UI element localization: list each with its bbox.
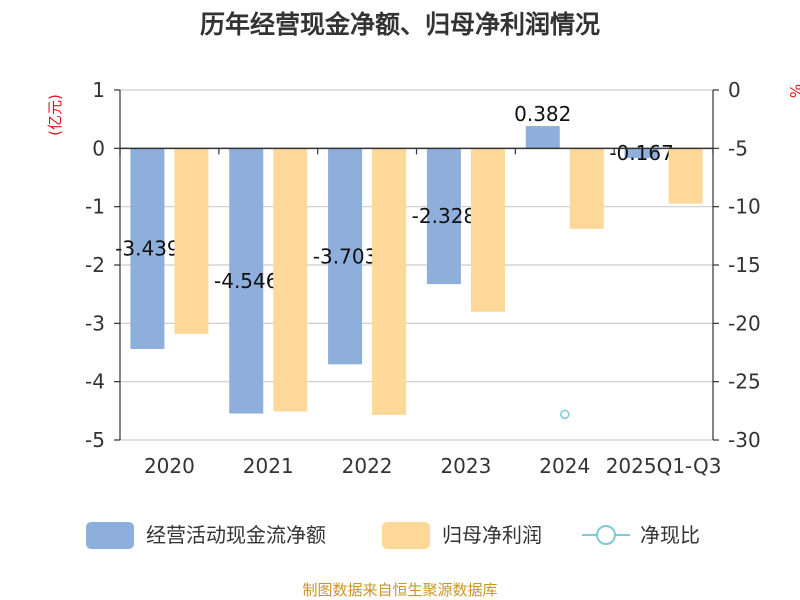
bar-net-profit	[372, 148, 407, 415]
legend-swatch-cash-flow	[86, 522, 134, 549]
y-left-tick-label: -4	[85, 370, 105, 394]
bar-cash-flow	[229, 148, 264, 414]
bar-cash-flow	[426, 148, 461, 285]
x-category-label: 2023	[440, 454, 491, 478]
bar-cash-flow	[624, 148, 659, 159]
y-right-unit-label: %	[786, 84, 800, 98]
x-category-label: 2020	[144, 454, 195, 478]
data-label-cash-flow: -3.703	[313, 244, 377, 268]
axes	[114, 89, 719, 441]
legend-marker-cash-ratio	[596, 525, 616, 545]
y-right-tick-label: -5	[728, 136, 748, 160]
data-label-cash-flow: -2.328	[412, 204, 476, 228]
bar-net-profit	[569, 148, 604, 229]
data-label-cash-flow: -4.546	[214, 269, 278, 293]
y-right-tick-label: -15	[728, 253, 761, 277]
source-footer: 制图数据来自恒生聚源数据库	[302, 581, 497, 599]
y-left-tick-label: -1	[85, 195, 105, 219]
y-left-tick-label: 0	[92, 136, 105, 160]
bar-cash-flow	[328, 148, 363, 365]
y-left-tick-label: -3	[85, 311, 105, 335]
bars: -3.439 -4.546 -3.703 -2.328 0.382 -0.167	[115, 102, 703, 420]
legend-label-cash-ratio: 净现比	[640, 523, 700, 547]
y-left-tick-label: -2	[85, 253, 105, 277]
y-left-tick-label: 1	[92, 78, 105, 102]
bar-net-profit	[174, 148, 209, 334]
y-right-tick-label: -20	[728, 311, 761, 335]
y-left-tick-label: -5	[85, 428, 105, 452]
chart-title: 历年经营现金净额、归母净利润情况	[200, 10, 600, 39]
bar-cash-flow	[130, 148, 165, 349]
y-right-tick-label: 0	[728, 78, 741, 102]
y-right-tick-label: -10	[728, 195, 761, 219]
y-right-tick-label: -30	[728, 428, 761, 452]
legend[interactable]: 经营活动现金流净额 归母净利润 净现比	[86, 522, 700, 549]
x-category-label: 2021	[243, 454, 294, 478]
legend-label-net-profit: 归母净利润	[442, 523, 542, 547]
legend-swatch-net-profit	[382, 522, 430, 549]
y-left-unit-label: (亿元)	[46, 94, 64, 136]
bar-net-profit	[668, 148, 703, 204]
x-category-label: 2025Q1-Q3	[606, 454, 722, 478]
bar-net-profit	[273, 148, 308, 412]
data-label-cash-flow: -3.439	[115, 237, 179, 261]
bar-net-profit	[470, 148, 505, 312]
y-right-tick-label: -25	[728, 370, 761, 394]
x-category-label: 2022	[342, 454, 393, 478]
tick-labels: 1 0 -1 -2 -3 -4 -5 0 -5 -10 -15 -20 -25 -30 2020 2021 20…	[85, 78, 761, 478]
bar-cash-flow	[525, 126, 560, 149]
x-category-label: 2024	[539, 454, 590, 478]
data-label-cash-flow: -0.167	[609, 141, 673, 165]
legend-label-cash-flow: 经营活动现金流净额	[146, 523, 326, 547]
point-cash-ratio	[560, 409, 570, 420]
data-label-cash-flow: 0.382	[514, 102, 571, 126]
